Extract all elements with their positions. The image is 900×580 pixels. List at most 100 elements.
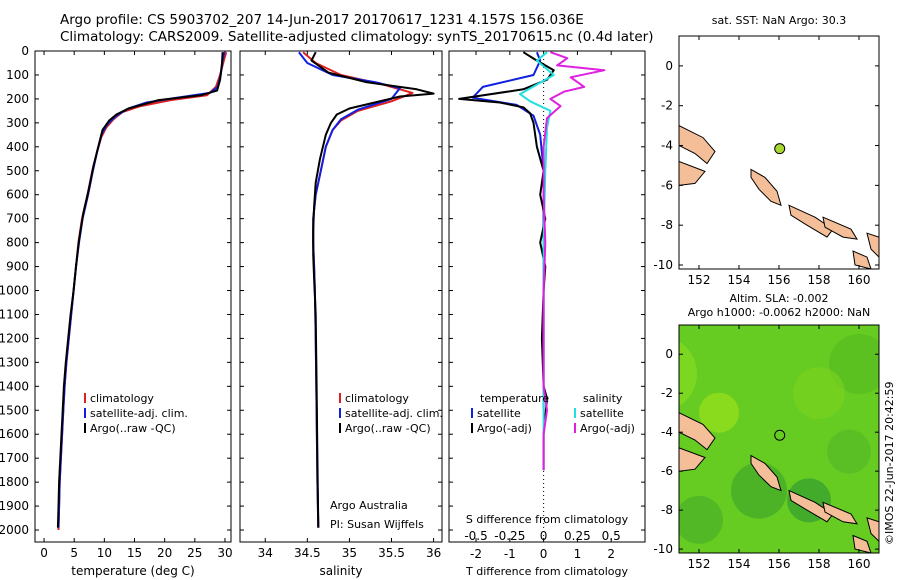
salinity-diff-legend-label: satellite — [580, 407, 624, 420]
temperature-diff-legend-label: Argo(-adj) — [477, 422, 532, 435]
latitude-tick-label: -6 — [661, 178, 673, 192]
provider-annotation: Argo Australia — [330, 499, 408, 512]
salinity-tick-label: 35 — [342, 546, 357, 560]
s-diff-tick-label: 0.5 — [602, 529, 621, 543]
sst-map-title: sat. SST: NaN Argo: 30.3 — [712, 14, 846, 27]
s-diff-axis-label: S difference from climatology — [466, 513, 629, 526]
salinity-diff-legend-label: Argo(-adj) — [580, 422, 635, 435]
climatology-title: Climatology: CARS2009. Satellite-adjuste… — [60, 29, 654, 45]
depth-tick-label: 2000 — [0, 523, 29, 537]
land — [679, 447, 706, 472]
float-marker — [774, 143, 786, 155]
land — [788, 489, 834, 523]
depth-tick-label: 500 — [6, 164, 29, 178]
land — [852, 534, 872, 553]
longitude-tick-label: 160 — [848, 273, 871, 287]
land — [866, 232, 879, 258]
salinity-legend-label: climatology — [345, 392, 409, 405]
s-diff-tick-label: -0.25 — [494, 529, 525, 543]
salinity-legend-label: Argo(..raw -QC) — [345, 422, 431, 435]
longitude-tick-label: 154 — [728, 273, 751, 287]
longitude-tick-label: 158 — [808, 557, 831, 571]
t-diff-tick-label: -2 — [470, 547, 482, 561]
land — [679, 412, 716, 451]
t-diff-tick-label: 2 — [607, 547, 615, 561]
longitude-tick-label: 160 — [848, 557, 871, 571]
diff-legend-header: temperature — [480, 392, 549, 405]
sla-anomaly — [793, 367, 845, 420]
latitude-tick-label: -4 — [661, 139, 673, 153]
temperature-diff-legend-label: satellite — [477, 407, 521, 420]
float-marker — [774, 429, 786, 441]
series-line-climatology — [302, 51, 414, 528]
land — [822, 501, 858, 525]
salinity-tick-label: 34.5 — [294, 546, 321, 560]
depth-tick-label: 400 — [6, 140, 29, 154]
sla-anomaly — [827, 429, 871, 474]
series-line-satellite-adj--clim- — [57, 51, 226, 528]
temperature-legend-label: Argo(..raw -QC) — [90, 422, 176, 435]
depth-tick-label: 200 — [6, 92, 29, 106]
series-line-satellite — [519, 51, 555, 471]
sla-anomaly — [679, 341, 697, 407]
salinity-tick-label: 36 — [426, 546, 441, 560]
temperature-tick-label: 30 — [217, 546, 232, 560]
temperature-tick-label: 10 — [97, 546, 112, 560]
longitude-tick-label: 152 — [688, 557, 711, 571]
temperature-tick-label: 5 — [70, 546, 78, 560]
temperature-legend-label: climatology — [90, 392, 154, 405]
series-line-argo---raw--qc- — [310, 51, 435, 528]
depth-tick-label: 1600 — [0, 427, 29, 441]
t-diff-tick-label: -1 — [504, 547, 516, 561]
latitude-tick-label: 0 — [665, 347, 673, 361]
series-line-argo--adj- — [542, 51, 606, 471]
salinity-legend-label: satellite-adj. clim. — [345, 407, 443, 420]
series-line-satellite — [471, 51, 545, 411]
s-diff-tick-label: -0.5 — [464, 529, 487, 543]
depth-tick-label: 1400 — [0, 379, 29, 393]
sst-map — [679, 125, 879, 269]
s-diff-tick-label: 0.25 — [564, 529, 591, 543]
depth-tick-label: 1200 — [0, 331, 29, 345]
longitude-tick-label: 154 — [728, 557, 751, 571]
salinity-tick-label: 34 — [258, 546, 273, 560]
depth-tick-label: 300 — [6, 116, 29, 130]
land — [679, 125, 716, 165]
depth-tick-label: 700 — [6, 212, 29, 226]
land — [822, 216, 858, 240]
latitude-tick-label: -8 — [661, 218, 673, 232]
land — [788, 204, 834, 238]
latitude-tick-label: -2 — [661, 386, 673, 400]
series-line-argo---raw--qc- — [56, 52, 224, 528]
longitude-tick-label: 158 — [808, 273, 831, 287]
temperature-tick-label: 25 — [187, 546, 202, 560]
latitude-tick-label: -10 — [653, 542, 673, 556]
temperature-tick-label: 20 — [157, 546, 172, 560]
latitude-tick-label: -10 — [653, 258, 673, 272]
temperature-axis-label: temperature (deg C) — [71, 564, 194, 578]
land — [679, 160, 706, 186]
t-diff-axis-label: T difference from climatology — [465, 565, 628, 578]
depth-tick-label: 1100 — [0, 307, 29, 321]
depth-tick-label: 100 — [6, 68, 29, 82]
land — [866, 517, 879, 542]
panel-frame — [34, 50, 232, 543]
latitude-tick-label: -4 — [661, 425, 673, 439]
longitude-tick-label: 152 — [688, 273, 711, 287]
depth-tick-label: 0 — [21, 44, 29, 58]
sla-anomaly — [829, 333, 879, 394]
depth-tick-label: 1700 — [0, 451, 29, 465]
depth-tick-label: 1800 — [0, 475, 29, 489]
sla-anomaly — [679, 495, 723, 544]
latitude-tick-label: 0 — [665, 59, 673, 73]
t-diff-tick-label: 1 — [574, 547, 582, 561]
latitude-tick-label: -8 — [661, 503, 673, 517]
latitude-tick-label: -2 — [661, 99, 673, 113]
t-diff-tick-label: 0 — [540, 547, 548, 561]
temperature-tick-label: 0 — [40, 546, 48, 560]
land — [750, 168, 782, 207]
depth-tick-label: 1300 — [0, 355, 29, 369]
temperature-legend-label: satellite-adj. clim. — [90, 407, 188, 420]
longitude-tick-label: 156 — [768, 273, 791, 287]
